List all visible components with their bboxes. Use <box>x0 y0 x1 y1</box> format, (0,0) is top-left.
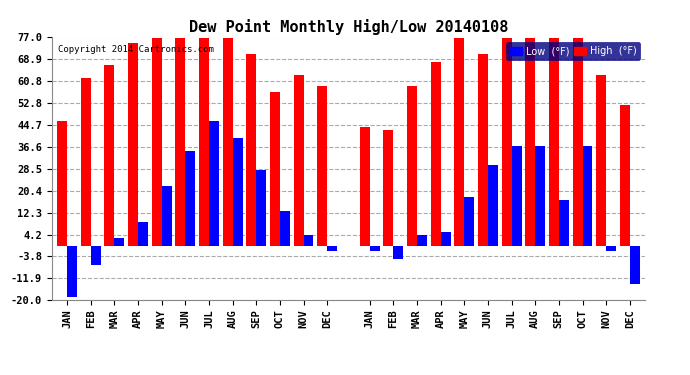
Bar <box>327 246 337 251</box>
Bar <box>535 146 545 246</box>
Bar <box>431 62 441 246</box>
Bar <box>384 129 393 246</box>
Bar <box>81 78 91 246</box>
Bar <box>549 38 559 246</box>
Bar <box>270 92 280 246</box>
Bar <box>478 54 488 246</box>
Bar <box>559 200 569 246</box>
Bar <box>161 186 172 246</box>
Bar <box>488 165 498 246</box>
Bar <box>115 238 124 246</box>
Bar <box>582 146 593 246</box>
Bar <box>91 246 101 265</box>
Bar <box>606 246 616 251</box>
Bar <box>67 246 77 297</box>
Bar <box>317 86 327 246</box>
Bar <box>304 235 313 246</box>
Bar <box>152 38 161 246</box>
Bar <box>407 86 417 246</box>
Bar <box>175 38 186 246</box>
Bar <box>441 232 451 246</box>
Bar <box>294 75 304 246</box>
Bar <box>525 38 535 246</box>
Bar <box>464 197 474 246</box>
Bar <box>280 211 290 246</box>
Bar <box>596 75 606 246</box>
Bar <box>223 38 233 246</box>
Bar <box>128 43 138 246</box>
Bar <box>57 122 67 246</box>
Text: Copyright 2014 Cartronics.com: Copyright 2014 Cartronics.com <box>58 45 214 54</box>
Bar <box>511 146 522 246</box>
Bar <box>209 122 219 246</box>
Legend: Low  (°F), High  (°F): Low (°F), High (°F) <box>506 42 640 60</box>
Bar <box>359 127 370 246</box>
Bar <box>199 38 209 246</box>
Bar <box>454 38 464 246</box>
Bar <box>417 235 427 246</box>
Bar <box>104 64 115 246</box>
Bar <box>246 54 256 246</box>
Bar <box>138 222 148 246</box>
Bar <box>233 138 243 246</box>
Title: Dew Point Monthly High/Low 20140108: Dew Point Monthly High/Low 20140108 <box>189 19 508 35</box>
Bar <box>502 38 511 246</box>
Bar <box>630 246 640 284</box>
Bar <box>393 246 403 259</box>
Bar <box>573 38 582 246</box>
Bar <box>186 151 195 246</box>
Bar <box>256 170 266 246</box>
Bar <box>620 105 630 246</box>
Bar <box>370 246 380 251</box>
